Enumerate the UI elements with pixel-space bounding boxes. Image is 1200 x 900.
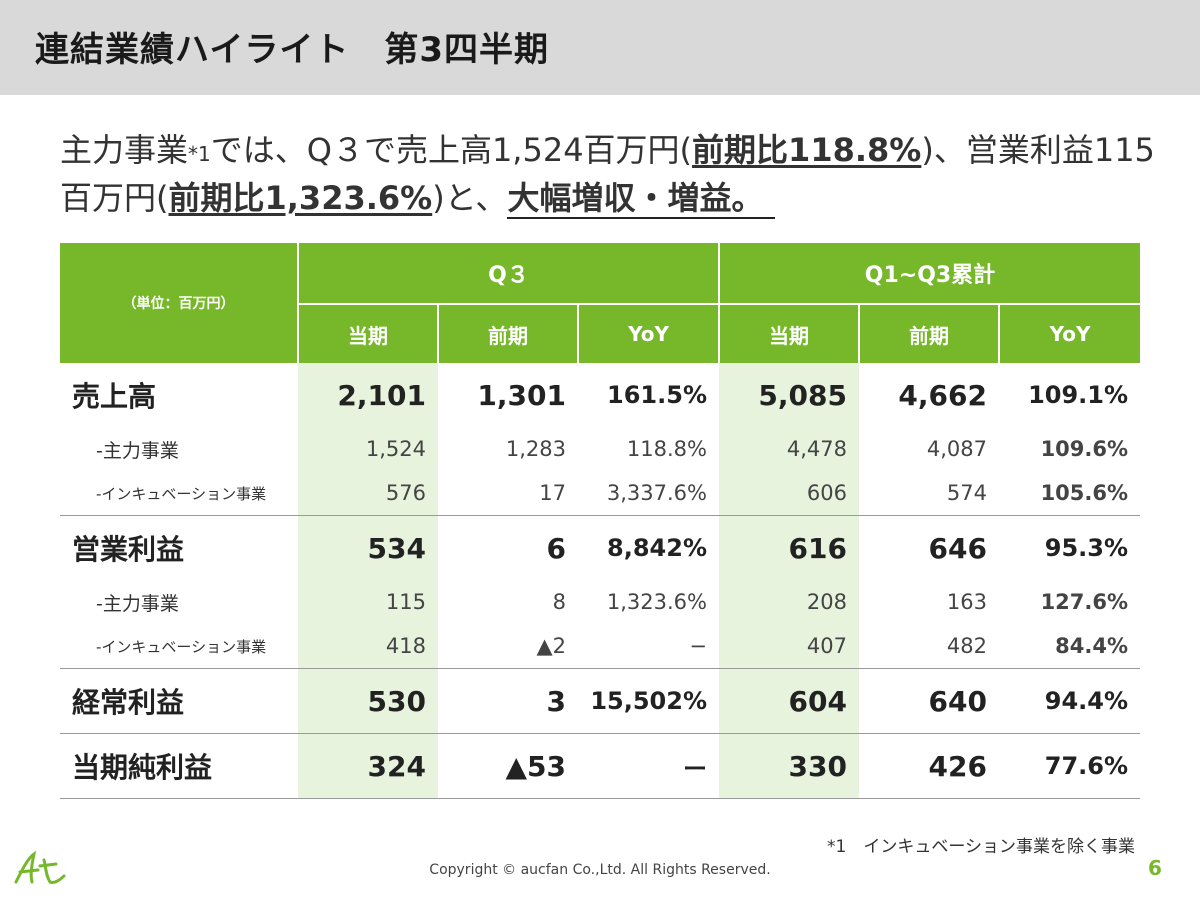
lead-emphasis-conclusion: 大幅増収・増益。 — [507, 179, 776, 219]
title-bar: 連結業績ハイライト 第3四半期 — [0, 0, 1200, 95]
group-header-q3: Q３ — [297, 243, 719, 305]
table-row: -主力事業 1,524 1,283 118.8% 4,478 4,087 109… — [60, 427, 1140, 471]
table-cell: 482 — [946, 634, 987, 658]
row-label: -インキュベーション事業 — [96, 484, 267, 503]
row-label: 営業利益 — [60, 515, 298, 580]
table-cell: 115 — [298, 580, 438, 624]
col-header-cum-current: 当期 — [718, 304, 859, 363]
table-cell: 163 — [946, 590, 987, 614]
table-row: -インキュベーション事業 576 17 3,337.6% 606 574 105… — [60, 471, 1140, 516]
table-cell: 646 — [859, 515, 999, 580]
col-header-cum-prior: 前期 — [858, 304, 999, 363]
row-label: 売上高 — [72, 380, 157, 413]
table-cell: 105.6% — [1040, 481, 1129, 505]
table-row: 経常利益 530 3 15,502% 604 640 94.4% — [60, 668, 1141, 734]
page-number: 6 — [1148, 856, 1162, 880]
table-cell: 118.8% — [626, 437, 707, 461]
table-cell: 2,101 — [298, 363, 438, 427]
lead-part-2: では、Q３で売上高1,524百万円( — [210, 131, 693, 169]
lead-emphasis-sales-yoy: 前期比118.8% — [692, 131, 922, 169]
table-cell: 418 — [298, 624, 438, 669]
table-cell: 3,337.6% — [606, 481, 707, 505]
copyright: Copyright © aucfan Co.,Ltd. All Rights R… — [429, 862, 771, 878]
table-cell: 574 — [946, 481, 987, 505]
table-cell: 6 — [438, 515, 578, 580]
table-cell: 77.6% — [999, 733, 1141, 799]
table-cell: 4,478 — [719, 427, 859, 471]
table-row: 営業利益 534 6 8,842% 616 646 95.3% — [60, 515, 1141, 580]
table-cell: 109.1% — [1028, 381, 1129, 409]
table-cell: ▲53 — [438, 733, 578, 799]
table-row: -インキュベーション事業 418 ▲2 − 407 482 84.4% — [60, 624, 1140, 669]
table-cell: 4,087 — [926, 437, 987, 461]
table-cell: 330 — [719, 733, 859, 799]
table-cell: 426 — [859, 733, 999, 799]
table-cell: 1,301 — [477, 378, 566, 412]
table-cell: 94.4% — [999, 668, 1141, 734]
table-cell: 161.5% — [607, 381, 707, 409]
table-cell: 530 — [298, 668, 438, 734]
table-cell: 95.3% — [999, 515, 1141, 580]
table-cell: − — [689, 634, 707, 658]
table-row: 売上高 2,101 1,301 161.5% 5,085 4,662 109.1… — [60, 363, 1140, 427]
table-cell: 127.6% — [1040, 590, 1129, 614]
table-cell: 407 — [719, 624, 859, 669]
table-cell: 1,524 — [298, 427, 438, 471]
group-header-cumulative: Q1~Q3累計 — [717, 243, 1141, 305]
table-cell: 606 — [719, 471, 859, 516]
table-row: 当期純利益 324 ▲53 ー 330 426 77.6% — [60, 733, 1141, 799]
page-title: 連結業績ハイライト 第3四半期 — [35, 30, 549, 70]
table-cell: 1,283 — [505, 437, 566, 461]
table-row: -主力事業 115 8 1,323.6% 208 163 127.6% — [60, 580, 1140, 624]
lead-note-mark: *1 — [188, 142, 211, 166]
lead-part-4: )と、 — [432, 179, 508, 217]
table-cell: 3 — [438, 668, 578, 734]
table-cell: 534 — [298, 515, 438, 580]
table-cell: 208 — [719, 580, 859, 624]
col-header-q3-current: 当期 — [297, 304, 438, 363]
table-cell: 1,323.6% — [606, 590, 707, 614]
table-cell: 8 — [552, 590, 566, 614]
col-header-q3-prior: 前期 — [437, 304, 578, 363]
table-cell: 604 — [719, 668, 859, 734]
table-cell: 324 — [298, 733, 438, 799]
results-table: （単位：百万円） Q３ Q1~Q3累計 当期 前期 YoY 当期 前期 YoY … — [60, 243, 1141, 799]
row-label: 経常利益 — [60, 668, 298, 734]
table-cell: ▲2 — [536, 634, 566, 658]
row-label: 当期純利益 — [60, 733, 298, 799]
lead-emphasis-profit-yoy: 前期比1,323.6% — [168, 179, 433, 217]
table-cell: 640 — [859, 668, 999, 734]
table-cell: 616 — [719, 515, 859, 580]
unit-label: （単位：百万円） — [60, 243, 298, 363]
table-cell: 17 — [539, 481, 566, 505]
lead-text: 主力事業*1では、Q３で売上高1,524百万円(前期比118.8%)、営業利益1… — [60, 128, 1160, 220]
table-cell: 84.4% — [1055, 634, 1129, 658]
lead-part-3: )、営業利益115百万円( — [60, 131, 1155, 217]
col-header-q3-yoy: YoY — [577, 304, 719, 363]
col-header-cum-yoy: YoY — [997, 304, 1141, 363]
aucfan-logo-icon — [14, 850, 66, 884]
table-cell: 5,085 — [719, 363, 859, 427]
footnote: *1 インキュベーション事業を除く事業 — [827, 837, 1135, 857]
table-cell: ー — [578, 733, 719, 799]
table-cell: 576 — [298, 471, 438, 516]
table-cell: 4,662 — [898, 378, 987, 412]
lead-part-1: 主力事業 — [60, 131, 189, 169]
table-cell: 109.6% — [1040, 437, 1129, 461]
row-label: -インキュベーション事業 — [96, 637, 267, 656]
row-label: -主力事業 — [96, 592, 179, 615]
table-cell: 15,502% — [578, 668, 719, 734]
row-label: -主力事業 — [96, 439, 179, 462]
table-cell: 8,842% — [578, 515, 719, 580]
